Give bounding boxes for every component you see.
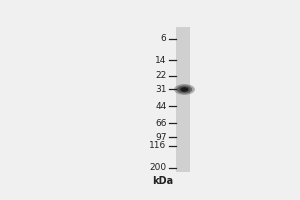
Text: 6: 6	[161, 34, 167, 43]
Text: kDa: kDa	[152, 176, 173, 186]
Text: 200: 200	[149, 163, 167, 172]
Text: 22: 22	[155, 71, 167, 80]
Text: 14: 14	[155, 56, 166, 65]
Ellipse shape	[179, 87, 190, 92]
Text: 116: 116	[149, 141, 167, 150]
Text: 66: 66	[155, 119, 166, 128]
Ellipse shape	[177, 85, 192, 93]
Bar	[176, 27, 190, 172]
Text: 97: 97	[155, 133, 166, 142]
Ellipse shape	[181, 87, 188, 92]
Text: 44: 44	[155, 102, 167, 111]
Text: 31: 31	[155, 85, 166, 94]
Ellipse shape	[174, 84, 195, 95]
